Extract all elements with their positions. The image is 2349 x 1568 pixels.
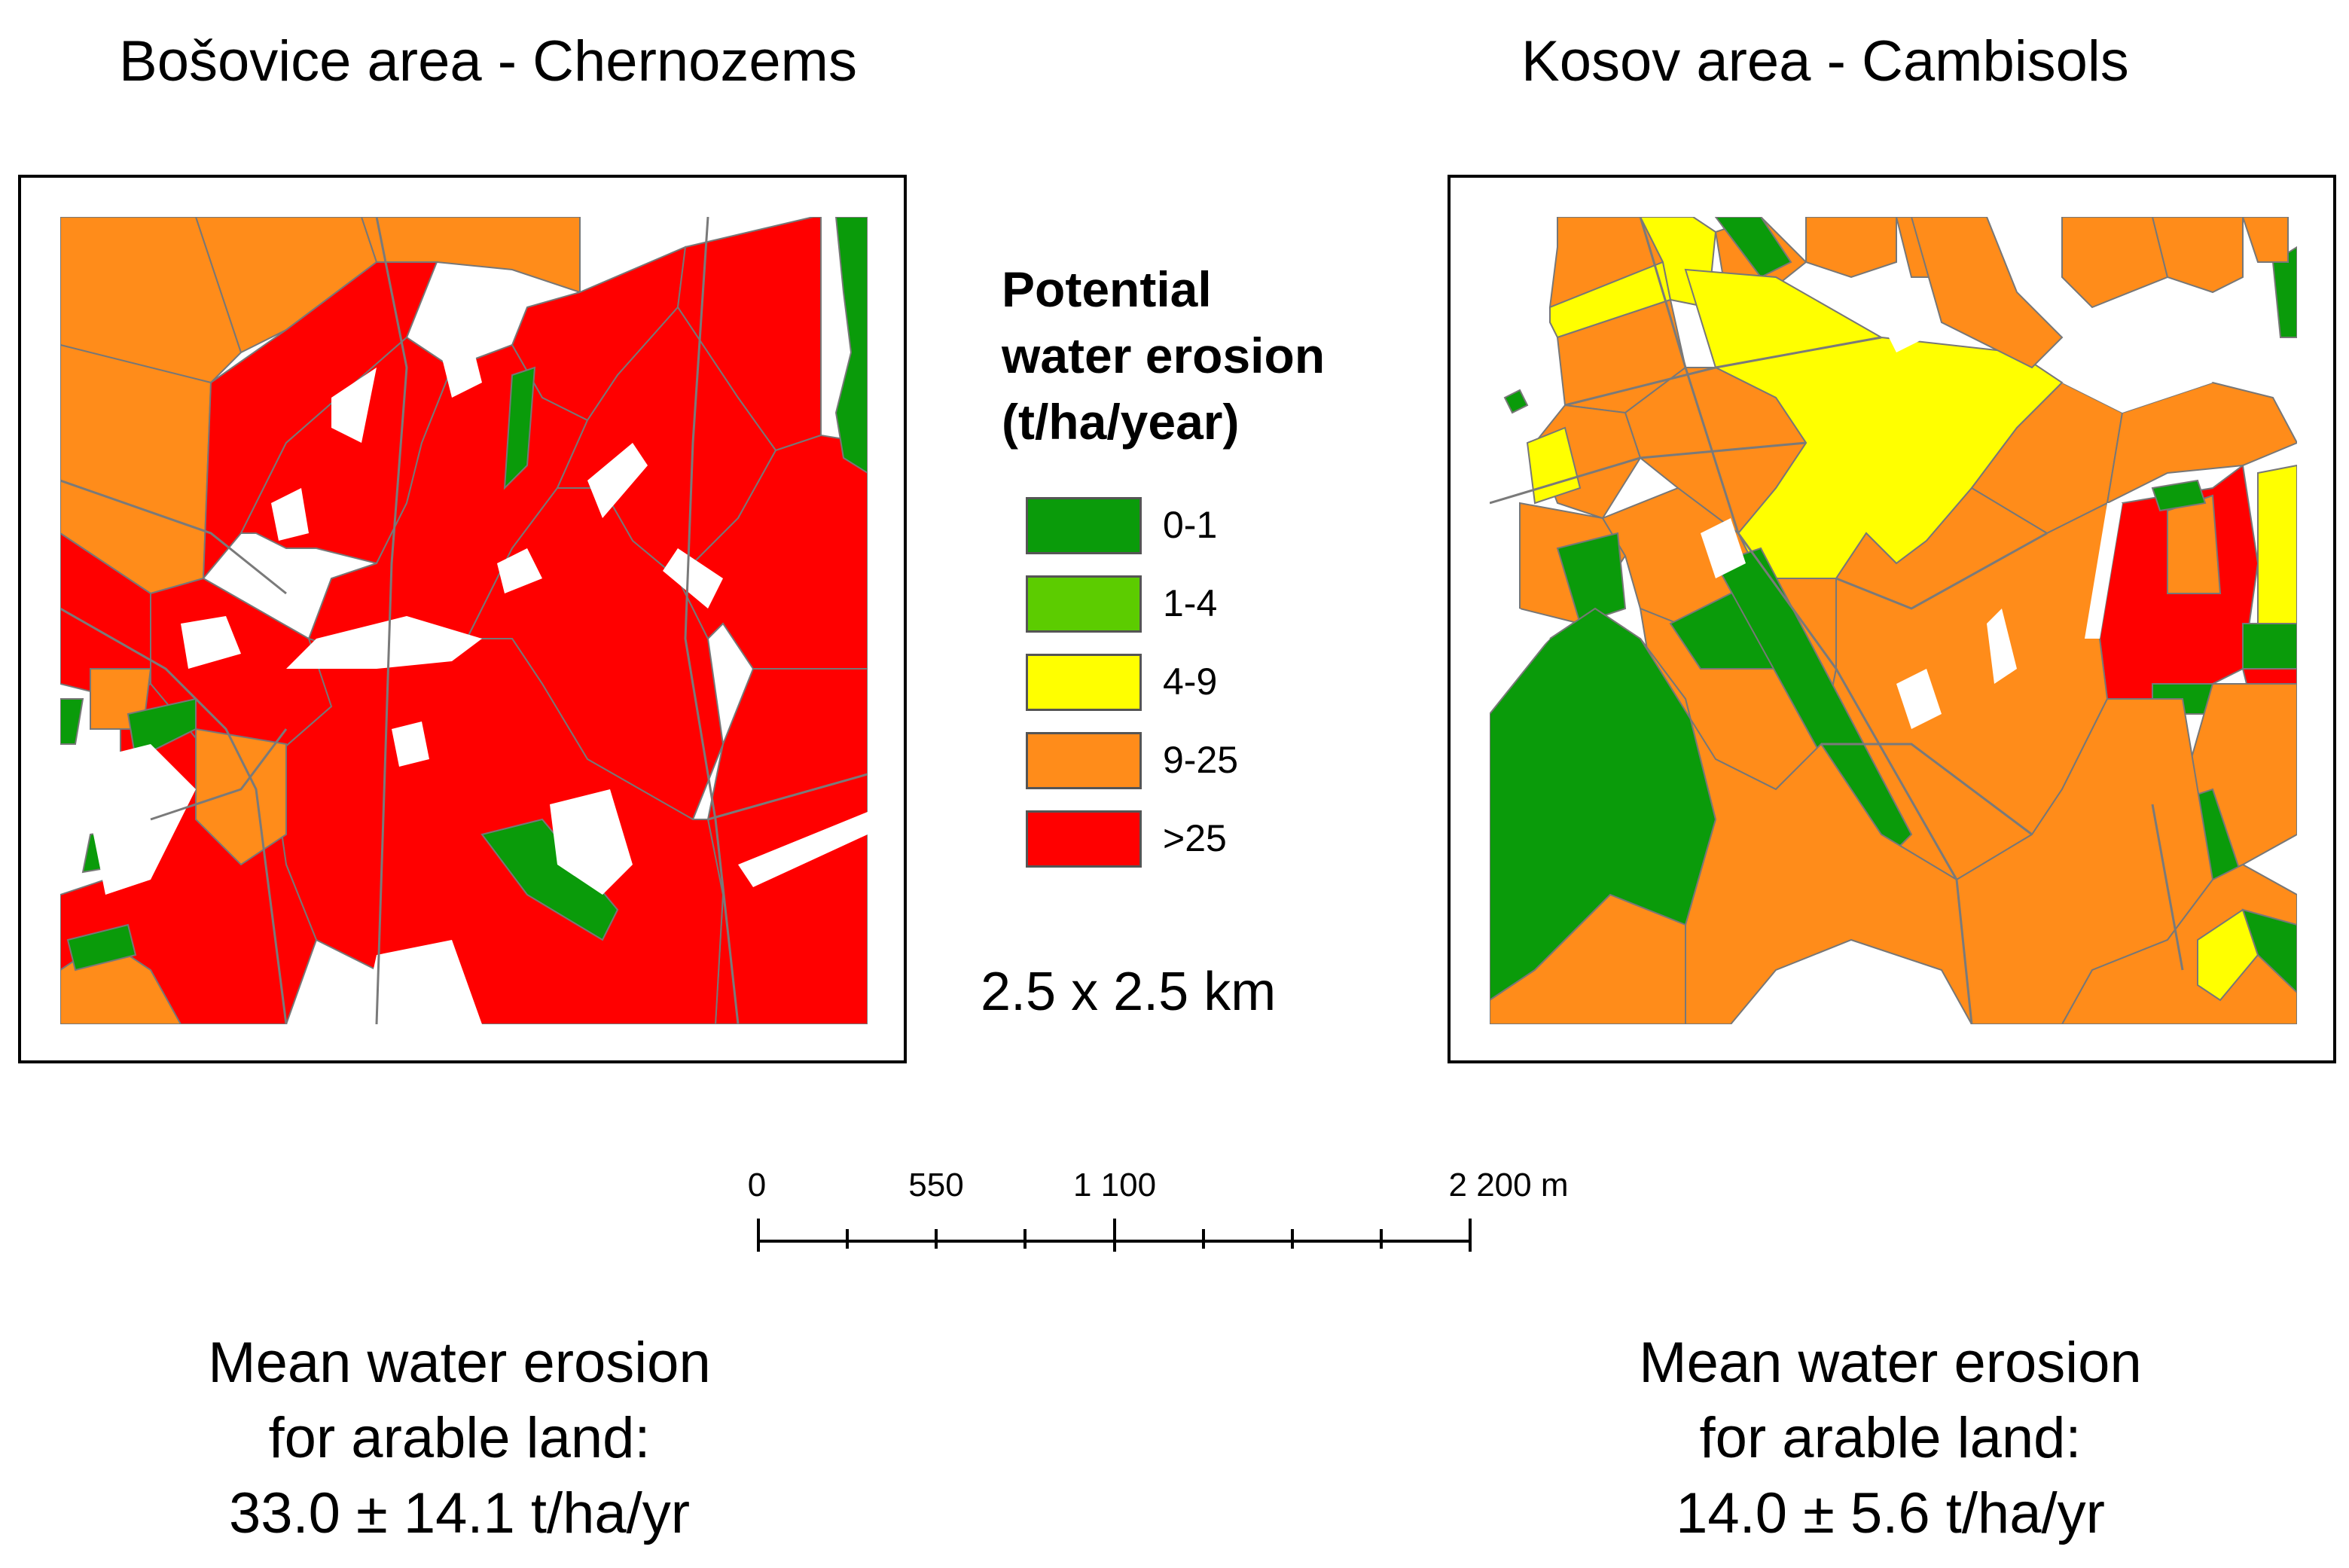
stat-line: Mean water erosion [208, 1331, 711, 1395]
scale-bar: 0 550 1 100 2 200 m [748, 1167, 1569, 1252]
legend-swatch [1026, 497, 1142, 554]
mean-erosion-bosovice: Mean water erosion for arable land: 33.0… [83, 1325, 836, 1551]
field-orange [2167, 494, 2222, 594]
field-green [2151, 479, 2207, 512]
legend-title-line: Potential [1002, 261, 1212, 317]
stat-value: 33.0 ± 14.1 t/ha/yr [228, 1481, 691, 1545]
stat-line: for arable land: [268, 1406, 651, 1470]
field-green [2241, 908, 2297, 994]
map-kosov-fields [1490, 217, 2297, 1024]
field-yellow [1526, 426, 1582, 505]
field-green [480, 818, 619, 941]
legend-label: 9-25 [1163, 739, 1239, 781]
legend-swatch [1026, 810, 1142, 868]
stat-line: Mean water erosion [1639, 1331, 2142, 1395]
scale-bar-line [757, 1219, 1472, 1252]
map-bosovice-fields [60, 217, 868, 1024]
field-green [503, 366, 536, 490]
field-orange [1910, 217, 2064, 369]
legend-title-line: water erosion [1002, 328, 1326, 383]
scale-label-0: 0 [748, 1167, 766, 1203]
legend-label: 0-1 [1163, 504, 1218, 546]
scale-label-550: 550 [908, 1167, 963, 1203]
field-yellow [2197, 908, 2259, 1002]
legend-title-line: (t/ha/year) [1002, 394, 1240, 450]
stat-line: for arable land: [1699, 1406, 2082, 1470]
field-green [66, 923, 137, 972]
legend-swatch [1026, 732, 1142, 789]
mean-erosion-kosov: Mean water erosion for arable land: 14.0… [1514, 1325, 2267, 1551]
field-green [2271, 246, 2297, 338]
legend-label: 4-9 [1163, 660, 1218, 703]
field-orange [2106, 381, 2297, 505]
map-panel-bosovice [18, 175, 907, 1063]
scale-label-2200: 2 200 m [1449, 1167, 1569, 1203]
field-green [1556, 532, 1627, 625]
map-panel-kosov [1448, 175, 2336, 1063]
field-green [1503, 389, 1529, 414]
field-orange [60, 217, 243, 384]
field-orange [1490, 893, 1686, 1024]
legend-swatch [1026, 654, 1142, 711]
scale-label-1100: 1 100 [1073, 1167, 1156, 1203]
legend-swatch [1026, 575, 1142, 633]
extent-label: 2.5 x 2.5 km [981, 962, 1277, 1022]
field-green [60, 698, 84, 745]
field-orange [1805, 217, 1897, 279]
legend-label: 1-4 [1163, 582, 1218, 624]
stat-value: 14.0 ± 5.6 t/ha/yr [1676, 1481, 2105, 1545]
field-green [1714, 217, 1792, 279]
field-green [2242, 623, 2297, 670]
field-green [127, 697, 197, 761]
map-title-kosov: Kosov area - Cambisols [1521, 29, 2129, 93]
field-orange [2241, 217, 2289, 263]
field-green [834, 217, 868, 474]
field-orange [2061, 217, 2169, 309]
map-title-bosovice: Bošovice area - Chernozems [119, 29, 857, 93]
field-orange [2151, 217, 2244, 294]
legend-label: >25 [1163, 817, 1227, 859]
legend-title: Potential water erosion (t/ha/year) [1002, 256, 1325, 455]
field-yellow [2257, 464, 2297, 624]
